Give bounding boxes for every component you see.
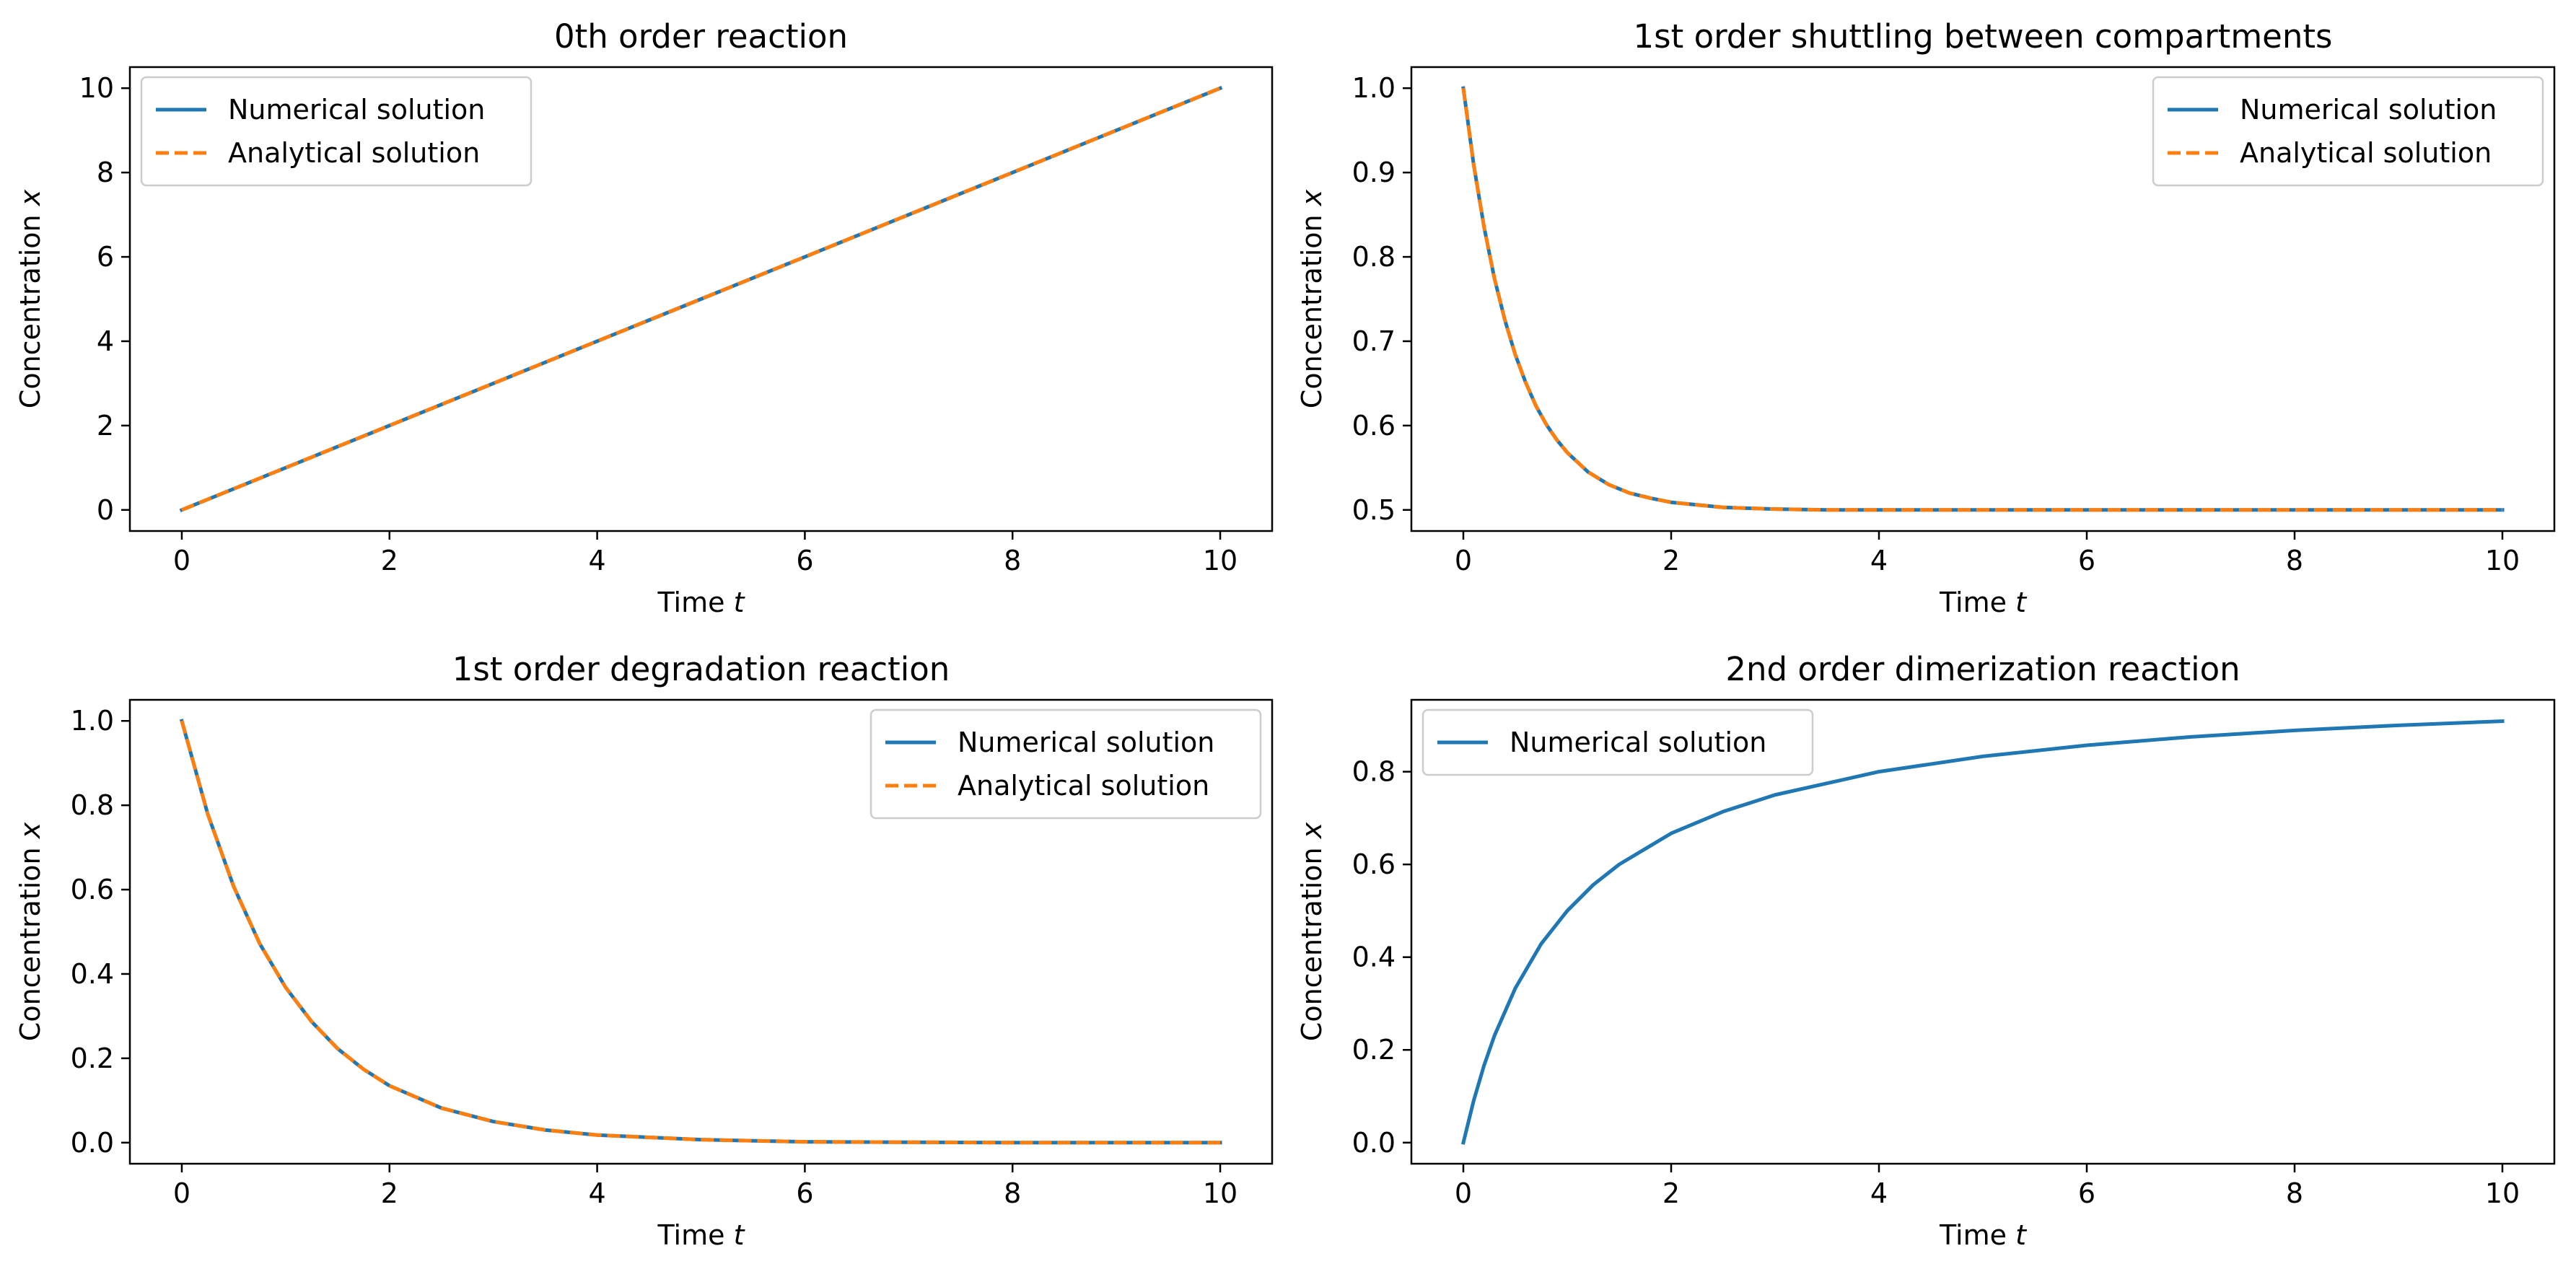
series-line-numerical <box>1460 719 2505 1145</box>
legend-label: Analytical solution <box>2240 137 2492 169</box>
y-axis-label: Concentration x <box>1296 822 1328 1041</box>
subplot-3: 1st order degradation reaction 0 2 4 6 8 10 0.0… <box>14 650 1274 1251</box>
axes-frame <box>1410 66 2556 532</box>
x-tick-label: 6 <box>796 1177 813 1209</box>
y-tick-label: 10 <box>79 72 114 104</box>
legend: Numerical solution Analytical solution <box>140 76 533 187</box>
legend: Numerical solution <box>1421 708 1814 776</box>
y-tick-label: 1.0 <box>71 705 114 737</box>
y-tick-label: 0 <box>97 494 114 526</box>
x-tick-label: 8 <box>1004 1177 1021 1209</box>
y-tick-label: 0.4 <box>71 958 114 990</box>
x-tick-label: 6 <box>2078 1177 2095 1209</box>
x-tick-label: 10 <box>2485 545 2520 576</box>
legend-label: Numerical solution <box>1510 727 1766 758</box>
chart-title: 1st order degradation reaction <box>452 650 950 688</box>
x-axis-label: Time t <box>1939 587 2028 618</box>
x-tick-label: 0 <box>173 545 190 576</box>
y-tick-label: 0.5 <box>1352 494 1396 526</box>
legend-label: Analytical solution <box>958 770 1209 802</box>
x-tick-label: 4 <box>1870 545 1888 576</box>
y-tick-label: 8 <box>97 157 114 188</box>
y-tick-label: 1.0 <box>1352 72 1396 104</box>
chart-title: 1st order shuttling between compartments <box>1634 17 2333 56</box>
y-tick-label: 0.0 <box>1352 1127 1396 1159</box>
series-line-numerical <box>179 85 1223 513</box>
y-tick-label: 0.6 <box>1352 410 1396 442</box>
series-line-numerical <box>1461 86 2505 512</box>
series-line-analytical <box>180 720 1221 1145</box>
x-tick-label: 2 <box>1662 545 1680 576</box>
x-tick-label: 0 <box>173 1177 190 1209</box>
x-tick-label: 10 <box>1203 1177 1237 1209</box>
legend: Numerical solution Analytical solution <box>869 708 1262 820</box>
y-axis-label: Concentration x <box>14 189 46 408</box>
x-axis-label: Time t <box>657 1219 746 1251</box>
y-axis-label: Concentration x <box>14 822 46 1041</box>
x-tick-label: 8 <box>2286 1177 2303 1209</box>
x-tick-label: 2 <box>381 1177 398 1209</box>
axes-frame <box>128 66 1274 532</box>
x-tick-label: 6 <box>796 545 813 576</box>
y-tick-label: 4 <box>97 325 114 357</box>
y-tick-label: 0.4 <box>1352 942 1396 973</box>
y-tick-label: 0.8 <box>1352 241 1396 273</box>
y-tick-label: 0.2 <box>1352 1034 1396 1066</box>
subplot-2: 1st order shuttling between compartments… <box>1296 17 2556 618</box>
x-tick-label: 10 <box>1203 545 1237 576</box>
legend-label: Numerical solution <box>2240 94 2497 126</box>
legend-box <box>140 76 533 187</box>
y-tick-label: 0.6 <box>71 874 114 905</box>
x-tick-label: 6 <box>2078 545 2095 576</box>
x-tick-label: 0 <box>1455 545 1472 576</box>
subplot-4: 2nd order dimerization reaction 0 2 4 6 8 10 0.… <box>1296 650 2556 1251</box>
subplot-1: 0th order reaction 0 2 4 6 8 10 0 2 4 6 8 10 Time t Co… <box>14 17 1274 618</box>
axes-frame <box>128 698 1274 1165</box>
y-tick-label: 0.2 <box>71 1043 114 1074</box>
y-axis-label: Concentration x <box>1296 189 1328 408</box>
x-tick-label: 4 <box>1870 1177 1888 1209</box>
x-tick-label: 2 <box>1662 1177 1680 1209</box>
legend-box <box>869 708 1262 820</box>
legend-box <box>2152 76 2544 187</box>
y-tick-label: 0.8 <box>71 789 114 821</box>
legend-label: Numerical solution <box>958 727 1214 758</box>
x-tick-label: 4 <box>588 1177 605 1209</box>
y-tick-label: 0.6 <box>1352 848 1396 880</box>
chart-title: 2nd order dimerization reaction <box>1725 650 2240 688</box>
legend-label: Numerical solution <box>228 94 485 126</box>
axes-frame <box>1410 698 2556 1165</box>
chart-title: 0th order reaction <box>554 17 848 56</box>
x-tick-label: 0 <box>1455 1177 1472 1209</box>
legend-label: Analytical solution <box>228 137 480 169</box>
x-tick-label: 8 <box>2286 545 2303 576</box>
y-tick-label: 0.7 <box>1352 325 1396 357</box>
y-tick-label: 0.0 <box>71 1127 114 1159</box>
y-tick-label: 0.8 <box>1352 756 1396 788</box>
y-tick-label: 6 <box>97 241 114 273</box>
x-tick-label: 4 <box>588 545 605 576</box>
legend: Numerical solution Analytical solution <box>2152 76 2544 187</box>
x-axis-label: Time t <box>657 587 746 618</box>
x-tick-label: 8 <box>1004 545 1021 576</box>
y-tick-label: 0.9 <box>1352 157 1396 188</box>
legend-box <box>1421 708 1814 776</box>
x-axis-label: Time t <box>1939 1219 2028 1251</box>
y-tick-label: 2 <box>97 410 114 442</box>
x-tick-label: 10 <box>2485 1177 2520 1209</box>
x-tick-label: 2 <box>381 545 398 576</box>
